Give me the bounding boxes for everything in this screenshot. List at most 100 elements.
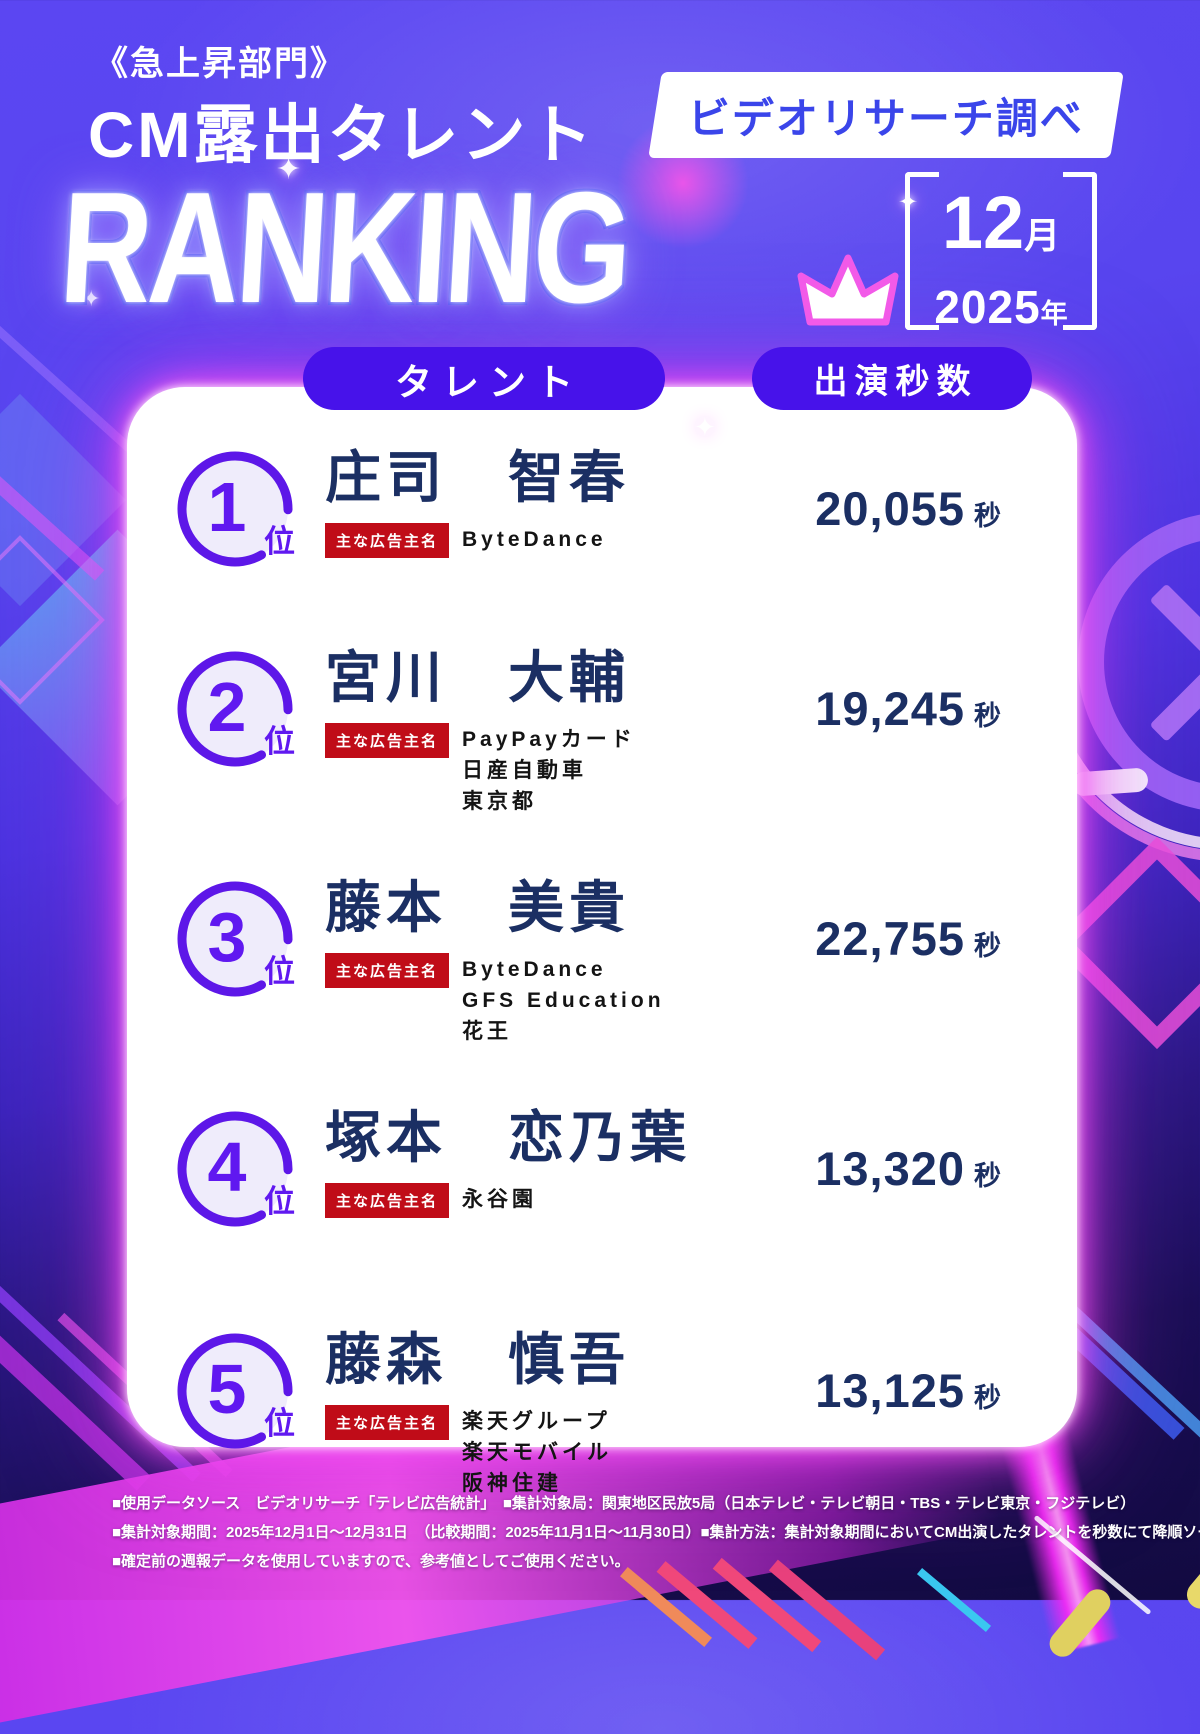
rank-ring-icon: [177, 881, 293, 997]
rank-badge: 3 位: [175, 879, 295, 999]
month-suffix: 月: [1024, 215, 1061, 256]
rank-number: 4: [207, 1128, 247, 1206]
source-badge-label: ビデオリサーチ調べ: [687, 94, 1084, 142]
deco-stripe: [916, 1568, 992, 1632]
deco-diamond-outline: [0, 535, 105, 705]
advertiser-names: 楽天グループ 楽天モバイル 阪神住建: [462, 1405, 612, 1499]
advertisers: 主な広告主名 楽天グループ 楽天モバイル 阪神住建: [325, 1405, 775, 1499]
ranking-list: 1 位 庄司 智春 主な広告主名 ByteDance 20,055 秒: [127, 387, 1077, 1495]
advertiser-name: 永谷園: [462, 1188, 538, 1211]
advertiser-names: 永谷園: [462, 1183, 537, 1215]
footer-notes: ■使用データソース ビデオリサーチ「テレビ広告統計」 ■集計対象局：関東地区民放…: [112, 1489, 1200, 1576]
row-main: 庄司 智春 主な広告主名 ByteDance: [325, 445, 775, 558]
deco-stripe: [620, 1567, 712, 1647]
seconds-unit: 秒: [974, 1383, 1001, 1413]
date-month: 12月: [905, 186, 1097, 281]
advertiser-name: ByteDance: [462, 958, 607, 981]
year-number: 2025: [934, 281, 1041, 333]
seconds-value: 13,320 秒: [775, 1141, 1027, 1196]
deco-x-bar: [1149, 583, 1200, 742]
deco-bar: [1071, 767, 1149, 797]
advertiser-names: ByteDance GFS Education 花王: [462, 953, 665, 1047]
advertisers: 主な広告主名 ByteDance GFS Education 花王: [325, 953, 775, 1047]
date-box: 12月 2025年: [905, 172, 1097, 333]
rank-badge: 4 位: [175, 1109, 295, 1229]
table-row: 3 位 藤本 美貴 主な広告主名 ByteDance GFS Education…: [175, 875, 1027, 1073]
rank-badge: 5 位: [175, 1331, 295, 1451]
talent-name: 宮川 大輔: [325, 646, 630, 709]
page-title: CM露出タレント: [88, 99, 596, 171]
deco-x-bar: [1149, 583, 1200, 742]
advertiser-name: 日産自動車: [462, 759, 588, 782]
talent-name: 藤本 美貴: [325, 876, 630, 939]
row-main: 塚本 恋乃葉 主な広告主名 永谷園: [325, 1105, 775, 1218]
bracket-right: [1063, 172, 1097, 330]
ranking-card: 1 位 庄司 智春 主な広告主名 ByteDance 20,055 秒: [127, 387, 1077, 1495]
rank-suffix: 位: [264, 1406, 295, 1441]
category-label: 《急上昇部門》: [94, 45, 346, 83]
seconds-value: 19,245 秒: [775, 681, 1027, 736]
advertisers: 主な広告主名 PayPayカード 日産自動車 東京都: [325, 723, 775, 817]
rank-badge: 2 位: [175, 649, 295, 769]
seconds-value: 22,755 秒: [775, 911, 1027, 966]
deco-diamond: [0, 393, 127, 607]
seconds-unit: 秒: [974, 1161, 1001, 1191]
rank-suffix: 位: [264, 1184, 295, 1219]
row-main: 宮川 大輔 主な広告主名 PayPayカード 日産自動車 東京都: [325, 645, 775, 817]
table-row: 4 位 塚本 恋乃葉 主な広告主名 永谷園 13,320 秒: [175, 1105, 1027, 1295]
talent-name: 藤森 慎吾: [325, 1328, 630, 1391]
rank-ring-icon: [177, 1111, 293, 1227]
advertisers: 主な広告主名 ByteDance: [325, 523, 775, 558]
table-row: 1 位 庄司 智春 主な広告主名 ByteDance 20,055 秒: [175, 445, 1027, 613]
seconds-value: 13,125 秒: [775, 1363, 1027, 1418]
advertisers: 主な広告主名 永谷園: [325, 1183, 775, 1218]
seconds-unit: 秒: [974, 501, 1001, 531]
deco-stripe: [0, 349, 105, 581]
row-main: 藤本 美貴 主な広告主名 ByteDance GFS Education 花王: [325, 875, 775, 1047]
seconds-number: 22,755: [815, 912, 965, 965]
advertiser-name: 楽天モバイル: [462, 1441, 613, 1464]
advertiser-name: 花王: [462, 1020, 513, 1043]
date-year: 2025年: [905, 281, 1097, 345]
deco-pill: [1044, 1584, 1116, 1662]
footer-line: ■使用データソース ビデオリサーチ「テレビ広告統計」 ■集計対象局：関東地区民放…: [112, 1495, 1136, 1512]
advertiser-name: 東京都: [462, 790, 538, 813]
advertiser-name: PayPayカード: [462, 728, 636, 751]
rank-suffix: 位: [264, 724, 295, 759]
bracket-left: [905, 172, 939, 330]
table-row: 2 位 宮川 大輔 主な広告主名 PayPayカード 日産自動車 東京都 19,…: [175, 645, 1027, 843]
rank-number: 3: [207, 898, 247, 976]
seconds-number: 13,125: [815, 1364, 965, 1417]
advertiser-name: ByteDance: [462, 528, 607, 551]
advertiser-tag: 主な広告主名: [325, 1405, 450, 1440]
year-suffix: 年: [1040, 299, 1068, 329]
advertiser-name: GFS Education: [462, 989, 665, 1012]
seconds-number: 13,320: [815, 1142, 965, 1195]
rank-suffix: 位: [264, 524, 295, 559]
advertiser-tag: 主な広告主名: [325, 523, 450, 558]
crown-icon: [797, 254, 899, 326]
advertiser-tag: 主な広告主名: [325, 723, 450, 758]
footer-line: ■集計対象期間：2025年12月1日～12月31日 （比較期間：2025年11月…: [112, 1524, 1200, 1541]
footer-line: ■確定前の週報データを使用していますので、参考値としてご使用ください。: [112, 1553, 630, 1570]
month-number: 12: [941, 181, 1025, 264]
column-header-talent: タレント: [303, 347, 665, 410]
source-badge: ビデオリサーチ調べ: [648, 72, 1124, 158]
advertiser-names: PayPayカード 日産自動車 東京都: [462, 723, 636, 817]
seconds-unit: 秒: [974, 701, 1001, 731]
talent-name: 庄司 智春: [325, 446, 630, 509]
ranking-title: RANKING: [56, 160, 634, 336]
seconds-number: 20,055: [815, 482, 965, 535]
seconds-value: 20,055 秒: [775, 481, 1027, 536]
advertiser-name: 楽天グループ: [462, 1410, 611, 1433]
advertiser-tag: 主な広告主名: [325, 953, 450, 988]
talent-name: 塚本 恋乃葉: [325, 1106, 691, 1169]
advertiser-tag: 主な広告主名: [325, 1183, 450, 1218]
column-header-seconds: 出演秒数: [752, 347, 1032, 410]
seconds-unit: 秒: [974, 931, 1001, 961]
row-main: 藤森 慎吾 主な広告主名 楽天グループ 楽天モバイル 阪神住建: [325, 1327, 775, 1499]
advertiser-names: ByteDance: [462, 523, 607, 555]
rank-badge: 1 位: [175, 449, 295, 569]
rank-suffix: 位: [264, 954, 295, 989]
